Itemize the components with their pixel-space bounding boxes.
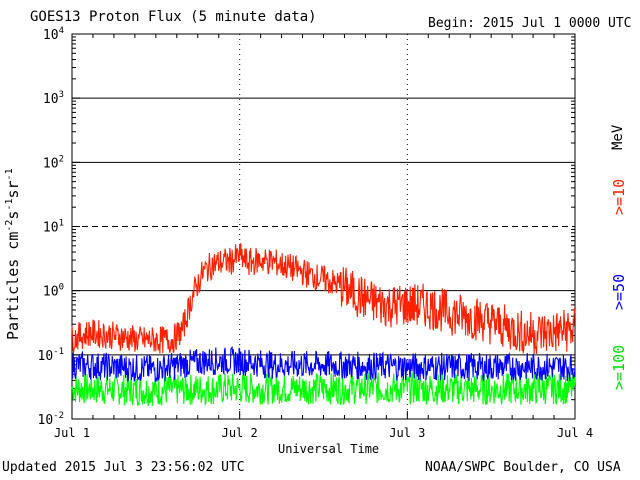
legend-ge100: >=100 [610, 344, 628, 390]
y-axis-label-base: Particles cm [4, 231, 22, 340]
updated-timestamp: Updated 2015 Jul 3 23:56:02 UTC [2, 460, 245, 475]
y-tick-label: 102 [43, 154, 64, 171]
y-tick-label: 100 [43, 283, 64, 300]
x-tick-label: Jul 3 [389, 426, 425, 440]
y-axis-label: Particles cm-2s-1sr-1 [4, 168, 22, 340]
x-tick-label: Jul 1 [54, 426, 90, 440]
begin-time: Begin: 2015 Jul 1 0000 UTC [428, 16, 632, 31]
y-axis-label-exp2: -1 [4, 198, 15, 211]
series-line-ge10 [71, 243, 576, 354]
y-tick-label: 103 [43, 90, 64, 107]
series-line-ge100 [71, 371, 576, 407]
legend-ge50: >=50 [610, 273, 628, 310]
y-axis-label-s: s [4, 210, 22, 220]
y-tick-label: 10-2 [38, 411, 65, 428]
y-axis-label-exp3: -1 [4, 168, 15, 181]
y-axis-label-exp1: -2 [4, 219, 15, 232]
x-tick-label: Jul 4 [557, 426, 593, 440]
legend-unit-mev: MeV [610, 124, 626, 150]
x-axis-label: Universal Time [278, 442, 380, 456]
y-axis-label-sr: sr [4, 180, 22, 199]
x-tick-label: Jul 2 [222, 426, 258, 440]
y-tick-label: 101 [43, 219, 64, 236]
y-tick-label: 104 [43, 26, 64, 43]
data-source: NOAA/SWPC Boulder, CO USA [425, 460, 621, 475]
chart-title: GOES13 Proton Flux (5 minute data) [30, 9, 317, 25]
series-line-ge50 [71, 345, 576, 383]
y-tick-label: 10-1 [38, 347, 65, 364]
legend-ge10: >=10 [610, 178, 628, 215]
